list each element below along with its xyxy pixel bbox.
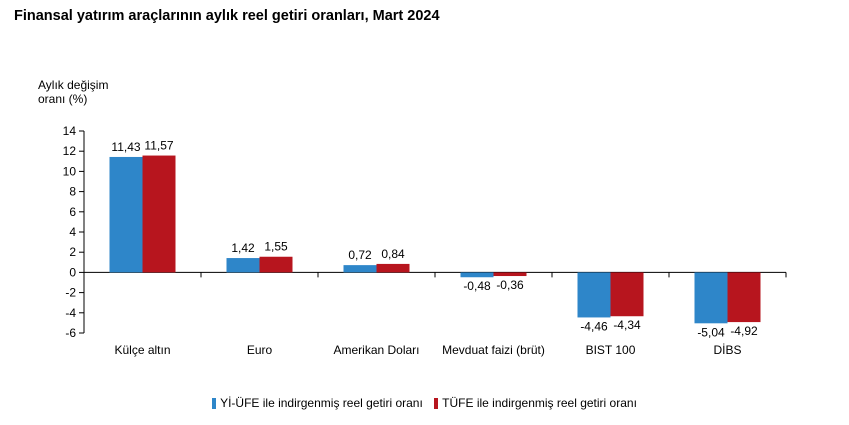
bar-series-1 [694,272,728,324]
data-label-series-2: -4,92 [730,324,758,338]
y-axis-label: Aylık değişim oranı (%) [38,78,108,106]
y-tick-label: 8 [69,185,76,199]
data-label-series-2: -4,34 [613,318,641,332]
x-category-label: Mevduat faizi (brüt) [442,343,545,357]
x-category-label: BIST 100 [586,343,636,357]
bar-series-2 [727,272,761,323]
data-label-series-2: 0,84 [381,247,405,261]
x-category-label: DİBS [713,343,741,357]
data-label-series-1: -4,46 [580,319,608,333]
bar-series-1 [460,272,494,278]
data-label-series-1: -5,04 [697,325,725,339]
bar-series-1 [226,258,260,273]
chart-title: Finansal yatırım araçlarının aylık reel … [14,8,440,24]
legend-swatch-series-1 [212,397,217,409]
legend: Yİ-ÜFE ile indirgenmiş reel getiri oranı… [0,396,849,412]
legend-swatch-series-2 [434,397,439,409]
bar-series-2 [259,256,293,273]
data-label-series-1: 1,42 [231,241,255,255]
y-axis-label-line2: oranı (%) [38,92,88,106]
data-label-series-2: 1,55 [264,240,288,254]
y-axis-label-line1: Aylık değişim [38,78,109,92]
y-tick-label: 14 [63,124,77,138]
y-tick-label: 4 [69,225,76,239]
y-tick-label: 2 [69,245,76,259]
x-category-label: Amerikan Doları [333,343,419,357]
bar-series-2 [610,272,644,317]
legend-item-series-2: TÜFE ile indirgenmiş reel getiri oranı [434,396,637,410]
y-tick-label: 12 [63,144,77,158]
data-label-series-2: -0,36 [496,278,524,292]
bar-series-1 [577,272,611,318]
bar-series-2 [142,155,176,273]
y-tick-label: 0 [69,265,76,279]
bar-series-1 [343,265,377,273]
bar-series-2 [493,272,527,277]
data-label-series-1: 11,43 [111,140,140,154]
legend-label-series-2: TÜFE ile indirgenmiş reel getiri oranı [442,396,637,410]
data-label-series-2: 11,57 [144,139,173,153]
data-label-series-1: -0,48 [463,279,491,293]
legend-item-series-1: Yİ-ÜFE ile indirgenmiş reel getiri oranı [212,396,423,410]
y-tick-label: 6 [69,205,76,219]
y-tick-label: 10 [63,164,77,178]
x-category-label: Euro [247,343,273,357]
x-category-label: Külçe altın [114,343,170,357]
bar-series-2 [376,263,410,273]
y-tick-label: -2 [65,286,76,300]
legend-label-series-1: Yİ-ÜFE ile indirgenmiş reel getiri oranı [220,396,423,410]
y-tick-label: -6 [65,326,76,340]
bar-series-1 [109,156,143,273]
y-tick-label: -4 [65,306,76,320]
data-label-series-1: 0,72 [348,248,372,262]
